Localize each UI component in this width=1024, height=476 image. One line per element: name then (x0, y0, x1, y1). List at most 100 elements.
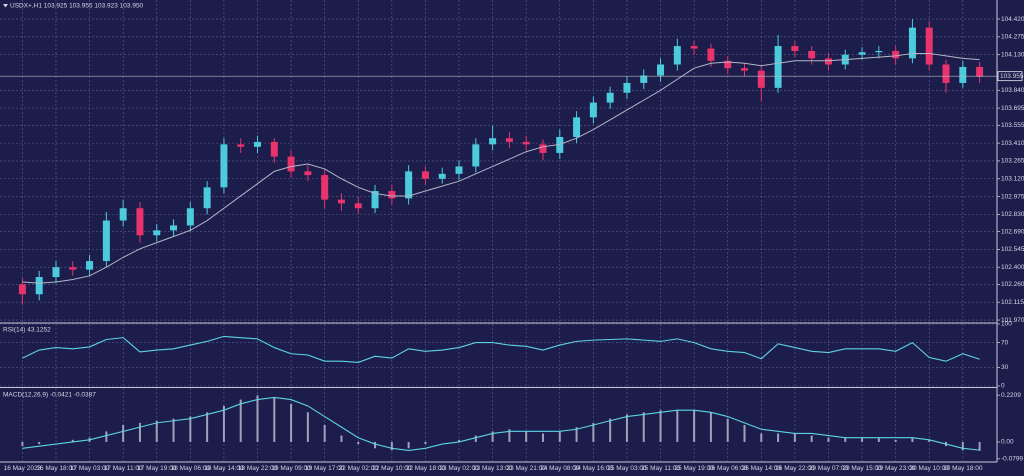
y-tick-label: 102.690 (1001, 228, 1024, 235)
x-tick-label: 24 May 16:00 (574, 465, 614, 472)
macd-bar (609, 418, 612, 442)
candle-body (942, 64, 950, 83)
macd-bar (458, 439, 461, 442)
candle-body (472, 144, 480, 167)
macd-bar (138, 422, 141, 442)
candle-body (18, 284, 26, 295)
macd-bar (760, 433, 763, 442)
macd-bar (625, 414, 628, 442)
x-tick-label: 30 May 18:00 (943, 465, 983, 472)
macd-bar (659, 410, 662, 442)
candle-body (388, 191, 396, 199)
candle-body (824, 58, 832, 65)
menu-triangle[interactable] (3, 4, 8, 8)
candle-body (757, 70, 765, 88)
macd-bar (709, 412, 712, 442)
macd-bar (676, 410, 679, 442)
candle-body (136, 208, 144, 236)
candle-body (86, 261, 94, 270)
x-tick-label: 18 May 22:00 (238, 465, 278, 472)
macd-bar (105, 431, 108, 442)
macd-bar (407, 441, 410, 449)
candle-body (556, 136, 564, 153)
macd-bar (206, 412, 209, 442)
macd-bar (642, 412, 645, 442)
x-tick-label: 26 May 06:00 (708, 465, 748, 472)
candle-body (237, 144, 245, 147)
candle-body (808, 50, 816, 59)
y-tick-label: 103.555 (1001, 122, 1024, 129)
candle-body (270, 141, 278, 157)
macd-bar (256, 395, 259, 442)
y-tick-label: 0.2209 (1001, 392, 1021, 399)
y-tick-label: 101.970 (1001, 317, 1024, 324)
candle-body (102, 220, 110, 262)
candle-body (573, 117, 581, 137)
x-tick-label: 16 May 2023 (4, 465, 42, 472)
candle-body (119, 208, 127, 221)
x-tick-label: 29 May 15:00 (842, 465, 882, 472)
candle-body (69, 267, 77, 270)
candle-body (892, 50, 900, 59)
candle-body (959, 66, 967, 83)
candle-body (186, 208, 194, 226)
macd-bar (693, 410, 696, 442)
macd-bar (844, 437, 847, 442)
candle-body (153, 230, 161, 236)
panel-title: USDX+,H1 103.925 103.955 103.923 103.950 (10, 3, 144, 10)
macd-bar (810, 435, 813, 442)
candle-body (657, 64, 665, 76)
y-tick-label: 0.00 (1001, 439, 1014, 446)
macd-bar (861, 437, 864, 442)
y-tick-label: 103.265 (1001, 158, 1024, 165)
y-tick-label: 0 (1001, 383, 1005, 390)
x-tick-label: 30 May 10:00 (910, 465, 950, 472)
macd-bar (978, 441, 981, 451)
y-tick-label: 70 (1001, 339, 1009, 346)
macd-bar (827, 437, 830, 442)
candle-body (606, 92, 614, 103)
x-tick-label: 23 May 13:00 (473, 465, 513, 472)
macd-bar (71, 439, 74, 442)
candle-body (522, 141, 530, 145)
candle-body (421, 171, 429, 179)
y-tick-label: 102.830 (1001, 211, 1024, 218)
candle-body (35, 277, 43, 295)
x-tick-label: 23 May 21:00 (506, 465, 546, 472)
candle-body (337, 199, 345, 204)
candle-body (321, 175, 329, 200)
y-tick-label: 102.400 (1001, 264, 1024, 271)
candle-body (254, 141, 261, 147)
x-tick-label: 18 May 06:00 (171, 465, 211, 472)
macd-bar (541, 433, 544, 442)
x-tick-label: 17 May 11:00 (104, 465, 143, 472)
candle-body (623, 82, 631, 93)
y-tick-label: 103.410 (1001, 140, 1024, 147)
candle-body (203, 187, 211, 209)
y-tick-label: 30 (1001, 364, 1009, 371)
candle-body (690, 46, 698, 49)
y-tick-label: 102.545 (1001, 246, 1024, 253)
candle-body (707, 48, 715, 61)
macd-bar (558, 431, 561, 442)
candle-body (455, 166, 463, 174)
macd-bar (122, 425, 125, 442)
y-tick-label: 103.695 (1001, 105, 1024, 112)
y-tick-label: -0.0799 (1001, 456, 1023, 463)
macd-bar (743, 425, 746, 442)
macd-bar (357, 441, 360, 445)
x-tick-label: 18 May 14:00 (204, 465, 244, 472)
candle-body (505, 138, 513, 142)
y-tick-label: 103.840 (1001, 87, 1024, 94)
macd-bar (777, 433, 780, 442)
macd-bar (340, 435, 343, 442)
x-tick-label: 29 May 23:00 (876, 465, 916, 472)
macd-bar (306, 412, 309, 442)
macd-bar (424, 441, 427, 445)
x-tick-label: 17 May 19:00 (137, 465, 177, 472)
candle-body (858, 52, 866, 55)
candle-body (589, 102, 597, 118)
candle-body (371, 191, 379, 209)
